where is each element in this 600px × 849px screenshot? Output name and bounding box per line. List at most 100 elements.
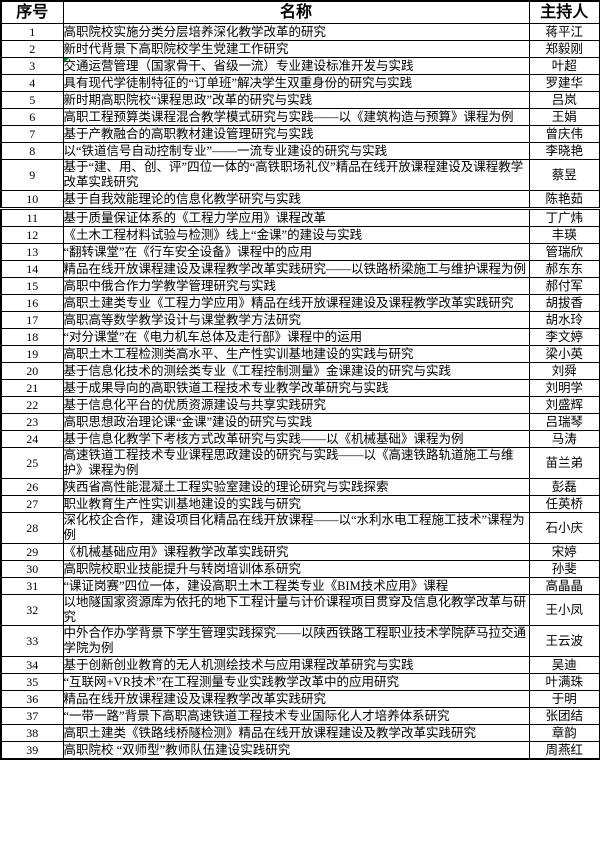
- header-row: 序号 名称 主持人: [0, 0, 600, 24]
- host-cell: 刘明学: [528, 379, 600, 397]
- host-cell: 陈艳茹: [528, 190, 600, 210]
- table-row: 17 高职高等数学教学设计与课堂教学方法研究 胡水玲: [0, 311, 600, 329]
- host-cell: 罗建华: [528, 74, 600, 92]
- title-cell: 基于信息化平台的优质资源建设与共享实践研究: [62, 396, 530, 414]
- row-number-cell: 30: [0, 560, 64, 578]
- row-number-cell: 9: [0, 159, 64, 191]
- host-cell: 章韵: [528, 724, 600, 742]
- host-cell: 吕瑞琴: [528, 413, 600, 431]
- host-cell: 李文婷: [528, 328, 600, 346]
- title-cell: 高职院校实施分类分层培养深化教学改革的研究: [62, 23, 530, 41]
- table-row: 18 “对分课堂”在《电力机车总体及走行部》课程中的运用 李文婷: [0, 328, 600, 346]
- title-cell: 基于成果导向的高职铁道工程技术专业教学改革研究与实践: [62, 379, 530, 397]
- host-cell: 丁广炜: [528, 208, 600, 227]
- host-cell: 胡拔香: [528, 294, 600, 312]
- table-row: 6 高职工程预算类课程混合教学模式研究与实践——以《建筑构造与预算》课程为例 王娟: [0, 108, 600, 126]
- title-cell: “翻转课堂”在《行车安全设备》课程中的应用: [62, 243, 530, 261]
- title-cell: 职业教育生产性实训基地建设的实践与研究: [62, 495, 530, 513]
- row-number-cell: 35: [0, 673, 64, 691]
- row-number-cell: 4: [0, 74, 64, 92]
- host-cell: 宋婷: [528, 543, 600, 561]
- header-cell-host: 主持人: [528, 0, 600, 24]
- table-row: 29 《机械基础应用》课程教学改革实践研究 宋婷: [0, 543, 600, 561]
- host-cell: 任英桥: [528, 495, 600, 513]
- row-number-cell: 7: [0, 125, 64, 143]
- row-number-cell: 36: [0, 690, 64, 708]
- row-number-cell: 10: [0, 190, 64, 210]
- table-row: 23 高职思想政治理论课“金课”建设的研究与实践 吕瑞琴: [0, 413, 600, 431]
- header-cell-title: 名称: [62, 0, 530, 24]
- host-cell: 王云波: [528, 625, 600, 657]
- title-cell: 新时期高职院校“课程思政”改革的研究与实践: [62, 91, 530, 109]
- row-number-cell: 23: [0, 413, 64, 431]
- title-cell: 以“铁道信号自动控制专业”——一流专业建设的研究与实践: [62, 142, 530, 160]
- table-row: 10 基于自我效能理论的信息化教学研究与实践 陈艳茹: [0, 190, 600, 210]
- host-cell: 管瑞欣: [528, 243, 600, 261]
- row-number-cell: 18: [0, 328, 64, 346]
- table-row: 25 高速铁道工程技术专业课程思政建设的研究与实践——以《高速铁路轨道施工与维护》…: [0, 447, 600, 479]
- row-number-cell: 25: [0, 447, 64, 479]
- host-cell: 高晶晶: [528, 577, 600, 595]
- host-cell: 叶满珠: [528, 673, 600, 691]
- title-cell: 基于“建、用、创、评”四位一体的“高铁职场礼仪”精品在线开放课程建设及课程教学改…: [62, 159, 530, 191]
- host-cell: 吴迪: [528, 656, 600, 674]
- table-row: 36 精品在线开放课程建设及课程教学改革实践研究 于明: [0, 690, 600, 708]
- host-cell: 马涛: [528, 430, 600, 448]
- title-cell: 基于信息化教学下考核方式改革研究与实践——以《机械基础》课程为例: [62, 430, 530, 448]
- title-cell: 基于质量保证体系的《工程力学应用》课程改革: [62, 208, 530, 227]
- host-cell: 石小庆: [528, 512, 600, 544]
- row-number-cell: 39: [0, 741, 64, 760]
- title-cell: 中外合作办学背景下学生管理实践探究——以陕西铁路工程职业技术学院萨马拉交通学院为…: [62, 625, 530, 657]
- table-row: 35 “互联网+VR技术”在工程测量专业实践教学改革中的应用研究 叶满珠: [0, 673, 600, 691]
- title-cell: 高职思想政治理论课“金课”建设的研究与实践: [62, 413, 530, 431]
- table-row: 14 精品在线开放课程建设及课程教学改革实践研究——以铁路桥梁施工与维护课程为例郝…: [0, 260, 600, 278]
- host-cell: 曾庆伟: [528, 125, 600, 143]
- title-cell: 高职院校职业技能提升与转岗培训体系研究: [62, 560, 530, 578]
- title-cell: 精品在线开放课程建设及课程教学改革实践研究: [62, 690, 530, 708]
- title-cell: 高速铁道工程技术专业课程思政建设的研究与实践——以《高速铁路轨道施工与维护》课程…: [62, 447, 530, 479]
- table-row: 32 以地隧国家资源库为依托的地下工程计量与计价课程项目贯穿及信息化教学改革与研究…: [0, 594, 600, 626]
- title-cell: 基于产教融合的高职教材建设管理研究与实践: [62, 125, 530, 143]
- row-number-cell: 6: [0, 108, 64, 126]
- host-cell: 周燕红: [528, 741, 600, 760]
- host-cell: 刘盛辉: [528, 396, 600, 414]
- table-row: 34 基于创新创业教育的无人机测绘技术与应用课程改革研究与实践 吴迪: [0, 656, 600, 674]
- table-row: 3 交通运营管理（国家骨干、省级一流）专业建设标准开发与实践 叶超: [0, 57, 600, 75]
- row-number-cell: 24: [0, 430, 64, 448]
- table-row: 7 基于产教融合的高职教材建设管理研究与实践 曾庆伟: [0, 125, 600, 143]
- table-row: 12 《土木工程材料试验与检测》线上“金课”的建设与实践 丰瑛: [0, 226, 600, 244]
- host-cell: 李晓艳: [528, 142, 600, 160]
- row-number-cell: 15: [0, 277, 64, 295]
- row-number-cell: 37: [0, 707, 64, 725]
- row-number-cell: 12: [0, 226, 64, 244]
- title-cell: 《土木工程材料试验与检测》线上“金课”的建设与实践: [62, 226, 530, 244]
- row-number-cell: 21: [0, 379, 64, 397]
- row-number-cell: 19: [0, 345, 64, 363]
- host-cell: 丰瑛: [528, 226, 600, 244]
- projects-table: 序号 名称 主持人 1 高职院校实施分类分层培养深化教学改革的研究 蒋平江 2 新时代背…: [0, 0, 600, 760]
- host-cell: 叶超: [528, 57, 600, 75]
- table-body: 1 高职院校实施分类分层培养深化教学改革的研究 蒋平江 2 新时代背景下高职院校学生党建…: [0, 23, 600, 760]
- table-row: 15 高职中俄合作力学教学管理研究与实践 郝付军: [0, 277, 600, 295]
- title-cell: “课证岗赛”四位一体，建设高职土木工程类专业《BIM技术应用》课程: [62, 577, 530, 595]
- row-number-cell: 17: [0, 311, 64, 329]
- host-cell: 胡水玲: [528, 311, 600, 329]
- title-cell: 具有现代学徒制特征的“订单班”解决学生双重身份的研究与实践: [62, 74, 530, 92]
- host-cell: 吕岚: [528, 91, 600, 109]
- title-cell: 高职院校 “双师型”教师队伍建设实践研究: [62, 741, 530, 760]
- title-cell: “互联网+VR技术”在工程测量专业实践教学改革中的应用研究: [62, 673, 530, 691]
- title-cell: 高职土木工程检测类高水平、生产性实训基地建设的实践与研究: [62, 345, 530, 363]
- row-number-cell: 29: [0, 543, 64, 561]
- table-row: 21 基于成果导向的高职铁道工程技术专业教学改革研究与实践 刘明学: [0, 379, 600, 397]
- row-number-cell: 2: [0, 40, 64, 58]
- table-row: 24 基于信息化教学下考核方式改革研究与实践——以《机械基础》课程为例 马涛: [0, 430, 600, 448]
- table-row: 2 新时代背景下高职院校学生党建工作研究 郑毅刚: [0, 40, 600, 58]
- host-cell: 王小凤: [528, 594, 600, 626]
- table-row: 30 高职院校职业技能提升与转岗培训体系研究 孙斐: [0, 560, 600, 578]
- host-cell: 梁小英: [528, 345, 600, 363]
- row-number-cell: 22: [0, 396, 64, 414]
- title-cell: “对分课堂”在《电力机车总体及走行部》课程中的运用: [62, 328, 530, 346]
- table-row: 19 高职土木工程检测类高水平、生产性实训基地建设的实践与研究 梁小英: [0, 345, 600, 363]
- table-row: 9 基于“建、用、创、评”四位一体的“高铁职场礼仪”精品在线开放课程建设及课程教学…: [0, 159, 600, 191]
